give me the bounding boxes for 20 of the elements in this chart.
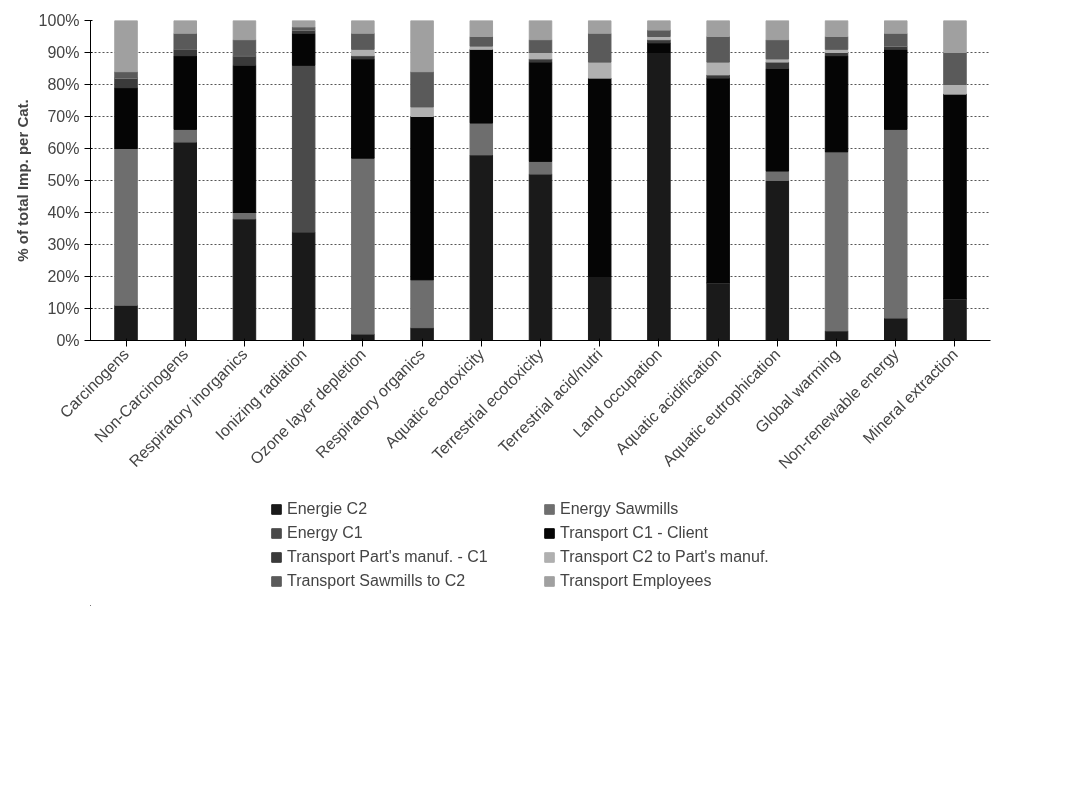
legend-label: Transport Sawmills to C2 (287, 572, 467, 590)
y-tick-label: 30% (47, 236, 80, 253)
legend-label: Energy Sawmills (560, 500, 680, 518)
y-tick-label: 40% (47, 204, 80, 221)
y-tick-label: 10% (47, 300, 80, 317)
legend-label: Energie C2 (287, 500, 369, 518)
y-tick-label: 100% (38, 12, 80, 29)
y-tick-label: 0% (56, 332, 80, 349)
legend-label: Transport Employees (560, 572, 713, 590)
y-tick-label: 90% (47, 44, 80, 61)
y-tick-label: 20% (47, 268, 80, 285)
y-axis-title: % of total Imp. per Cat. (13, 99, 31, 262)
legend-label: Transport C2 to Part's manuf. (560, 548, 770, 566)
y-tick-label: 80% (47, 76, 80, 93)
legend-label: Energy C1 (287, 524, 364, 542)
y-tick-label: 70% (47, 108, 80, 125)
legend-label: Transport C1 - Client (560, 524, 709, 542)
y-tick-label: 60% (47, 140, 80, 157)
legend-label: Transport Part's manuf. - C1 (287, 548, 489, 566)
y-tick-label: 50% (47, 172, 80, 189)
